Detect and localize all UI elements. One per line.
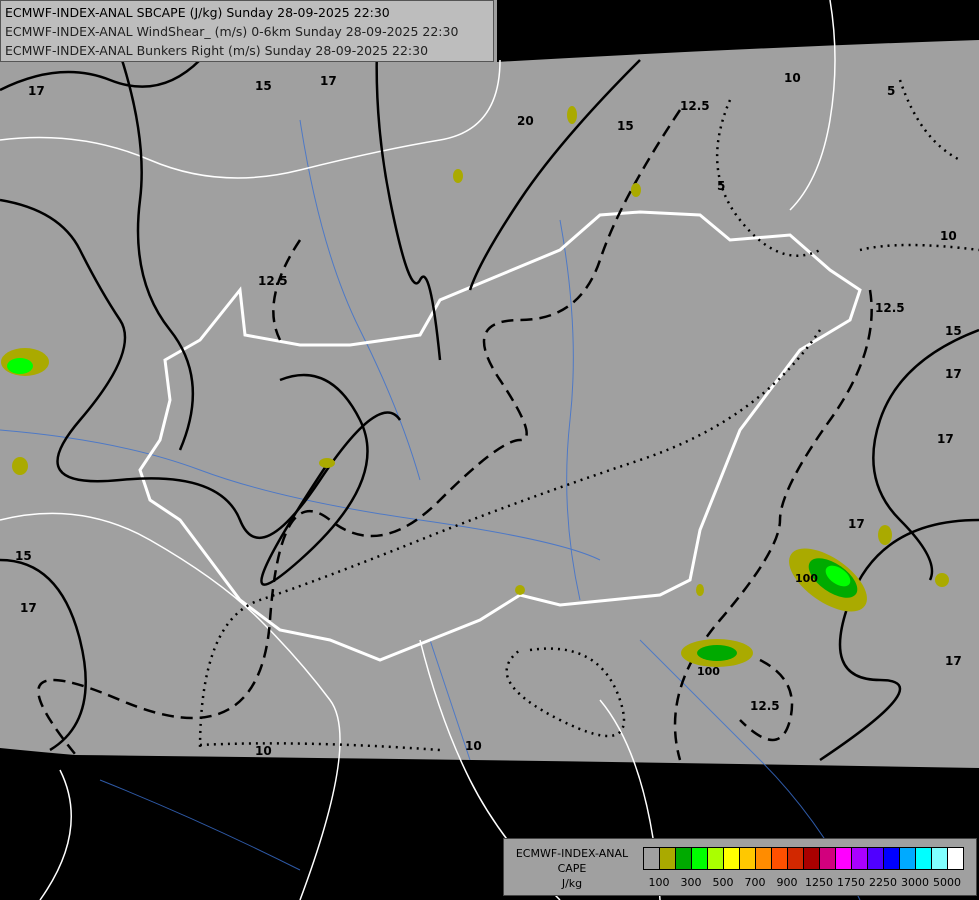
contour-labels: 17 15 17 20 15 12.5 10 5 5 10 12.5 15 17… bbox=[15, 71, 962, 758]
legend-tick-labels: 100 300 500 700 900 1250 1750 2250 3000 5000 bbox=[643, 876, 973, 892]
svg-text:10: 10 bbox=[255, 744, 272, 758]
legend-swatch bbox=[644, 848, 660, 869]
cape-areas bbox=[1, 106, 949, 667]
legend-swatch bbox=[708, 848, 724, 869]
legend-swatch bbox=[676, 848, 692, 869]
rivers bbox=[0, 119, 861, 900]
legend-tick-label: 1250 bbox=[805, 876, 833, 889]
title-windshear: ECMWF-INDEX-ANAL WindShear_ (m/s) 0-6km … bbox=[5, 24, 459, 39]
legend-swatch bbox=[788, 848, 804, 869]
legend-swatch bbox=[932, 848, 948, 869]
svg-text:17: 17 bbox=[28, 84, 45, 98]
legend-tick-label: 100 bbox=[648, 876, 670, 889]
legend-tick-label: 500 bbox=[712, 876, 734, 889]
legend-swatch bbox=[916, 848, 932, 869]
legend-color-bar bbox=[643, 847, 964, 870]
svg-text:17: 17 bbox=[937, 432, 954, 446]
svg-text:10: 10 bbox=[465, 739, 482, 753]
svg-text:15: 15 bbox=[15, 549, 32, 563]
cape-legend: ECMWF-INDEX-ANAL CAPE J/kg 100 300 500 700 9… bbox=[503, 838, 977, 896]
legend-swatch bbox=[868, 848, 884, 869]
legend-swatch bbox=[804, 848, 820, 869]
svg-text:12.5: 12.5 bbox=[680, 99, 710, 113]
title-bunkers: ECMWF-INDEX-ANAL Bunkers Right (m/s) Sun… bbox=[5, 43, 429, 58]
legend-swatch bbox=[884, 848, 900, 869]
legend-swatch bbox=[852, 848, 868, 869]
legend-swatch bbox=[772, 848, 788, 869]
legend-tick-label: 1750 bbox=[837, 876, 865, 889]
svg-text:100: 100 bbox=[795, 572, 818, 585]
legend-swatch bbox=[836, 848, 852, 869]
title-sbcape: ECMWF-INDEX-ANAL SBCAPE (J/kg) Sunday 28… bbox=[5, 5, 390, 20]
svg-text:5: 5 bbox=[887, 84, 895, 98]
svg-text:5: 5 bbox=[717, 179, 725, 193]
svg-text:15: 15 bbox=[255, 79, 272, 93]
legend-title-line: CAPE bbox=[557, 862, 587, 875]
svg-text:12.5: 12.5 bbox=[258, 274, 288, 288]
bunkers-dotted-contours bbox=[198, 79, 979, 752]
legend-swatch bbox=[948, 848, 963, 869]
forecast-domain bbox=[0, 0, 979, 768]
legend-swatch bbox=[692, 848, 708, 869]
map-title-box: ECMWF-INDEX-ANAL SBCAPE (J/kg) Sunday 28… bbox=[0, 0, 494, 62]
legend-swatch bbox=[820, 848, 836, 869]
svg-text:12.5: 12.5 bbox=[875, 301, 905, 315]
svg-text:17: 17 bbox=[20, 601, 37, 615]
legend-swatch bbox=[660, 848, 676, 869]
legend-tick-label: 300 bbox=[680, 876, 702, 889]
hungary-border bbox=[138, 210, 862, 662]
legend-tick-label: 5000 bbox=[933, 876, 961, 889]
svg-text:15: 15 bbox=[945, 324, 962, 338]
svg-text:12.5: 12.5 bbox=[750, 699, 780, 713]
legend-title: ECMWF-INDEX-ANAL CAPE J/kg bbox=[508, 846, 636, 891]
legend-tick-label: 3000 bbox=[901, 876, 929, 889]
legend-swatch bbox=[724, 848, 740, 869]
legend-swatch bbox=[756, 848, 772, 869]
wind-shear-dashed-contours bbox=[37, 109, 873, 761]
legend-tick-label: 900 bbox=[776, 876, 798, 889]
svg-text:17: 17 bbox=[848, 517, 865, 531]
legend-unit: J/kg bbox=[561, 877, 583, 890]
svg-text:20: 20 bbox=[517, 114, 534, 128]
svg-text:17: 17 bbox=[320, 74, 337, 88]
legend-tick-label: 700 bbox=[744, 876, 766, 889]
legend-title-line: ECMWF-INDEX-ANAL bbox=[515, 847, 629, 860]
svg-text:17: 17 bbox=[945, 654, 962, 668]
svg-text:15: 15 bbox=[617, 119, 634, 133]
svg-text:17: 17 bbox=[945, 367, 962, 381]
svg-text:10: 10 bbox=[784, 71, 801, 85]
svg-text:100: 100 bbox=[697, 665, 720, 678]
legend-swatch bbox=[900, 848, 916, 869]
svg-text:10: 10 bbox=[940, 229, 957, 243]
legend-tick-label: 2250 bbox=[869, 876, 897, 889]
legend-swatch bbox=[740, 848, 756, 869]
